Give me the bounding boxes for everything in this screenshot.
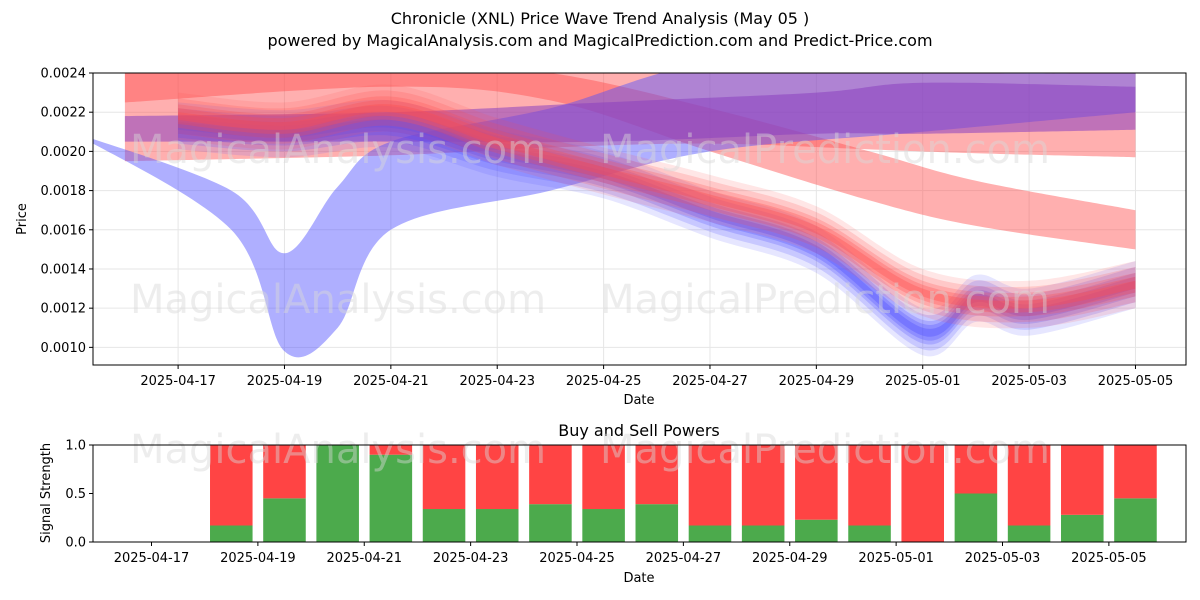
price-ribbon-blue [178,99,1136,357]
buy-bar [688,525,732,542]
buy-bar [635,504,679,542]
powers-y-tick-label: 1.0 [65,439,86,454]
powers-x-tick-label: 2025-04-23 [433,551,509,566]
price-x-tick-label: 2025-05-03 [991,374,1067,389]
price-band-purple [124,82,1136,143]
sell-bar [422,445,466,510]
sell-bar [848,445,891,526]
price-ribbon-blue [178,111,1136,345]
price-y-tick-label: 0.0020 [41,145,87,160]
buy-bar [582,509,625,542]
price-x-tick-label: 2025-04-23 [459,374,535,389]
powers-x-tick-label: 2025-04-27 [646,551,722,566]
buy-bar [954,493,998,542]
chart-subtitle: powered by MagicalAnalysis.com and Magic… [267,31,933,50]
powers-axes: 2025-04-17 2025-04-19 2025-04-21 2025-04-23… [65,439,1146,567]
price-y-label: Price [15,203,30,235]
sell-bar [795,445,838,520]
watermark-text: MagicalPrediction.com [600,427,1050,473]
buy-bar [369,454,413,542]
price-ribbon-red [178,104,1136,309]
price-x-tick-label: 2025-04-27 [672,374,748,389]
price-plot-frame [92,72,1187,366]
price-watermarks: MagicalAnalysis.com MagicalPrediction.com… [130,127,1050,323]
sell-bar [475,445,519,510]
price-ribbon-red [178,84,1136,329]
price-x-tick-label: 2025-04-29 [779,374,855,389]
powers-y-tick-label: 0.0 [65,536,86,551]
powers-watermarks: MagicalAnalysis.com MagicalPrediction.com [130,427,1050,473]
sell-bar [688,445,732,526]
sell-bar [901,445,944,542]
powers-x-tick-label: 2025-04-25 [539,551,615,566]
buy-bar [316,445,359,542]
sell-bar [529,445,572,505]
buy-bar [1061,514,1104,542]
watermark-text: MagicalPrediction.com [600,277,1050,323]
sell-bar [1061,445,1104,515]
sell-bar [210,445,253,526]
price-x-label: Date [623,393,654,408]
buy-bar [210,525,253,542]
price-x-tick-label: 2025-05-05 [1098,374,1174,389]
powers-x-tick-label: 2025-04-29 [752,551,828,566]
powers-x-tick-label: 2025-05-05 [1071,551,1147,566]
price-x-tick-label: 2025-04-25 [566,374,642,389]
buy-bar [1007,525,1051,542]
powers-x-tick-label: 2025-04-19 [220,551,296,566]
sell-bar [954,445,998,494]
price-x-tick-label: 2025-04-21 [353,374,429,389]
price-band-blue [93,73,1136,358]
powers-x-label: Date [623,571,654,586]
powers-bars [210,445,1157,542]
price-ribbon-red [178,96,1136,317]
sell-bar [741,445,785,526]
price-axes: 2025-04-17 2025-04-19 2025-04-21 2025-04-23… [41,67,1174,390]
price-x-tick-label: 2025-04-19 [247,374,323,389]
sell-bar [263,445,306,499]
buy-bar [422,509,466,542]
price-y-tick-label: 0.0018 [41,184,87,199]
powers-y-tick-label: 0.5 [65,487,86,502]
powers-title: Buy and Sell Powers [558,421,720,440]
price-ribbon-blue [178,105,1136,351]
watermark-text: MagicalPrediction.com [600,127,1050,173]
chart-title: Chronicle (XNL) Price Wave Trend Analysi… [390,9,810,28]
sell-bar [1114,445,1157,499]
sell-bar [1007,445,1051,526]
buy-bar [741,525,785,542]
powers-x-tick-label: 2025-04-21 [326,551,402,566]
powers-x-tick-label: 2025-05-03 [965,551,1041,566]
buy-bar [475,509,519,542]
powers-y-label: Signal Strength [39,443,54,543]
watermark-text: MagicalAnalysis.com [130,277,546,323]
price-y-tick-label: 0.0012 [41,302,87,317]
buy-bar [848,525,891,542]
price-x-tick-label: 2025-04-17 [140,374,216,389]
price-wave-bands [93,73,1136,358]
watermark-text: MagicalAnalysis.com [130,127,546,173]
powers-x-tick-label: 2025-04-17 [114,551,190,566]
price-y-tick-label: 0.0010 [41,341,87,356]
buy-bar [263,498,306,542]
sell-bar [369,445,413,455]
price-y-tick-label: 0.0024 [41,67,87,82]
price-ribbon-red [178,90,1136,323]
buy-bar [1114,498,1157,542]
price-x-tick-label: 2025-05-01 [885,374,961,389]
watermark-text: MagicalAnalysis.com [130,427,546,473]
buy-bar [529,504,572,542]
buy-bar [795,519,838,542]
price-ribbon-red [178,100,1136,313]
price-y-tick-label: 0.0022 [41,106,87,121]
sell-bar [582,445,625,510]
sell-bar [635,445,679,505]
price-ribbon-blue [178,115,1136,341]
price-y-tick-label: 0.0014 [41,262,87,277]
price-y-tick-label: 0.0016 [41,223,87,238]
powers-x-tick-label: 2025-05-01 [858,551,934,566]
